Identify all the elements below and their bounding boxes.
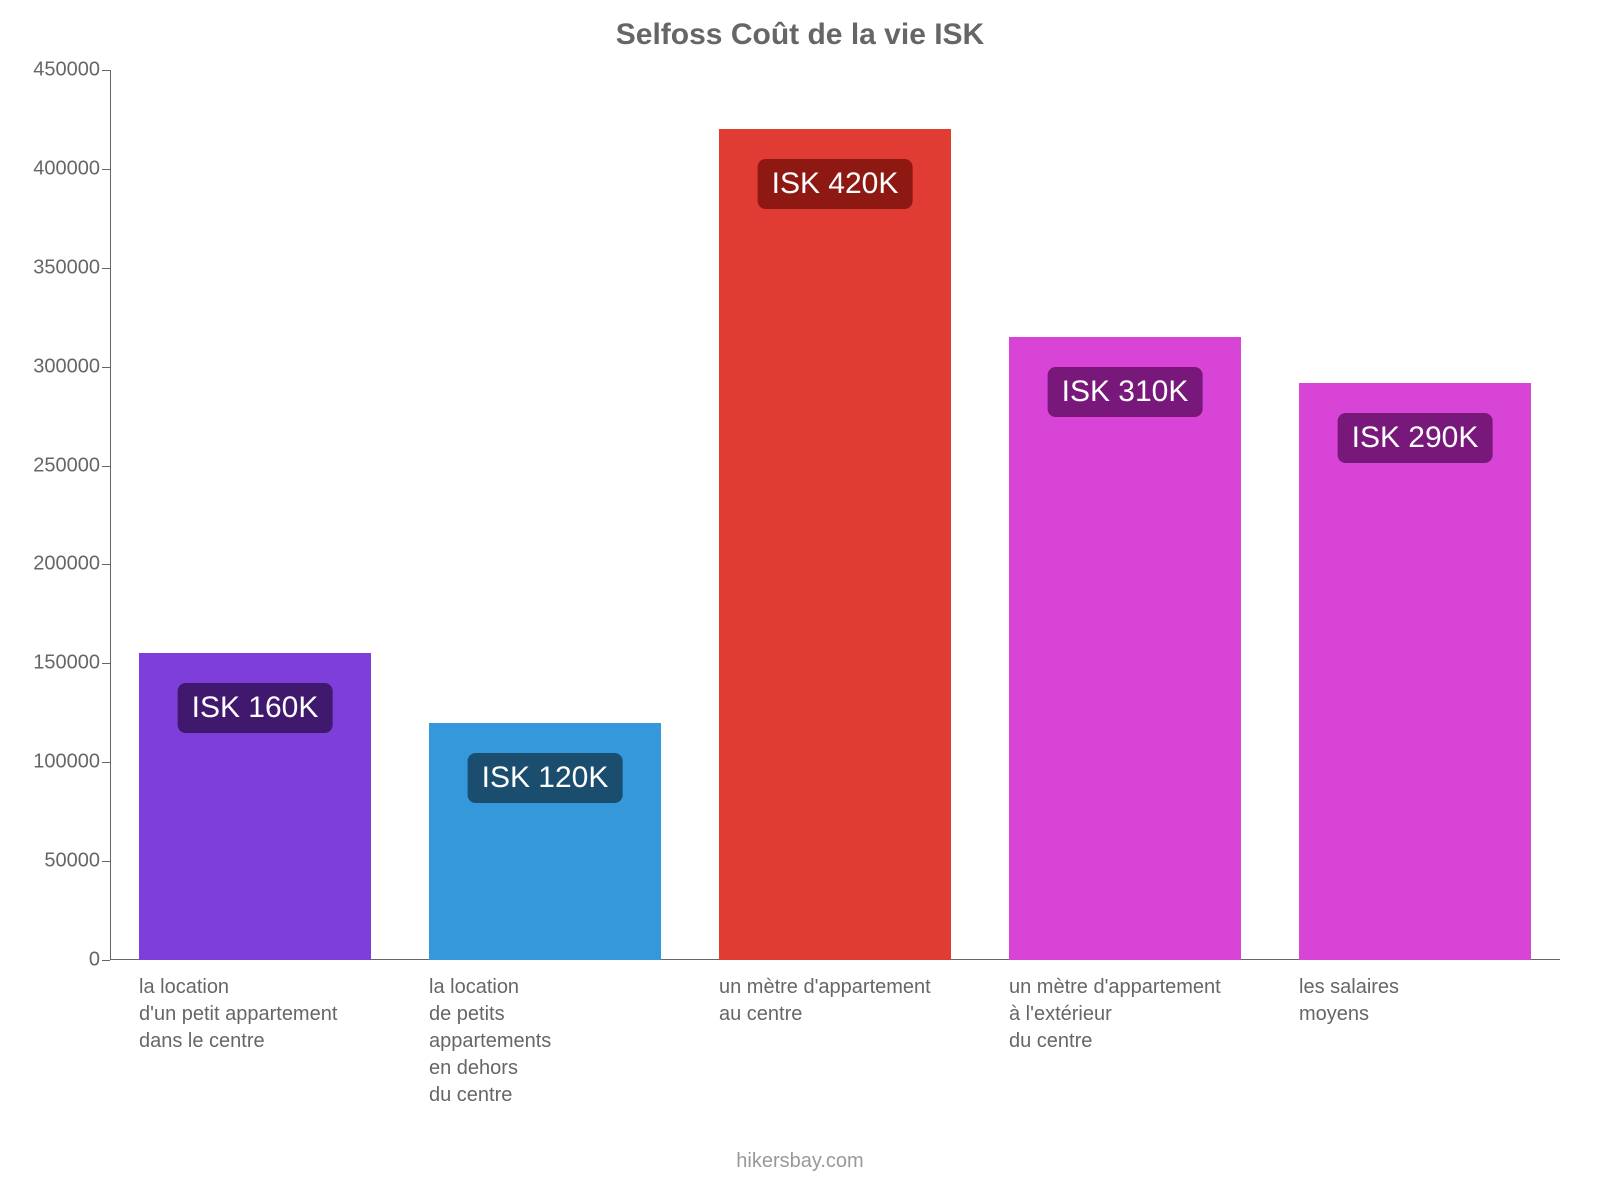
bar <box>719 129 951 960</box>
y-tick-mark <box>102 762 110 763</box>
y-tick-label: 150000 <box>33 652 110 675</box>
y-tick-label: 200000 <box>33 553 110 576</box>
x-tick-label: un mètre d'appartement à l'extérieur du … <box>1009 960 1241 1055</box>
y-tick-mark <box>102 663 110 664</box>
bar-value-label: ISK 310K <box>1048 367 1203 417</box>
y-tick-label: 350000 <box>33 256 110 279</box>
bar <box>1299 383 1531 961</box>
footer-attribution: hikersbay.com <box>0 1150 1600 1173</box>
bar-value-label: ISK 420K <box>758 159 913 209</box>
y-tick-label: 400000 <box>33 157 110 180</box>
y-tick-mark <box>102 70 110 71</box>
y-tick-mark <box>102 169 110 170</box>
y-tick-label: 50000 <box>44 850 110 873</box>
bar-value-label: ISK 290K <box>1338 413 1493 463</box>
bar-value-label: ISK 160K <box>178 683 333 733</box>
y-tick-label: 450000 <box>33 59 110 82</box>
bar-value-label: ISK 120K <box>468 753 623 803</box>
chart-title: Selfoss Coût de la vie ISK <box>0 18 1600 52</box>
y-tick-label: 300000 <box>33 355 110 378</box>
y-tick-label: 250000 <box>33 454 110 477</box>
y-tick-mark <box>102 268 110 269</box>
x-tick-label: un mètre d'appartement au centre <box>719 960 951 1028</box>
y-tick-mark <box>102 466 110 467</box>
y-tick-mark <box>102 367 110 368</box>
y-tick-mark <box>102 960 110 961</box>
y-tick-mark <box>102 564 110 565</box>
y-axis-line <box>110 70 111 960</box>
bar <box>1009 337 1241 960</box>
x-tick-label: la location d'un petit appartement dans … <box>139 960 371 1055</box>
y-tick-label: 100000 <box>33 751 110 774</box>
x-tick-label: les salaires moyens <box>1299 960 1531 1028</box>
chart-container: Selfoss Coût de la vie ISK 0500001000001… <box>0 0 1600 1200</box>
y-tick-mark <box>102 861 110 862</box>
x-tick-label: la location de petits appartements en de… <box>429 960 661 1109</box>
plot-area: 0500001000001500002000002500003000003500… <box>110 70 1560 960</box>
